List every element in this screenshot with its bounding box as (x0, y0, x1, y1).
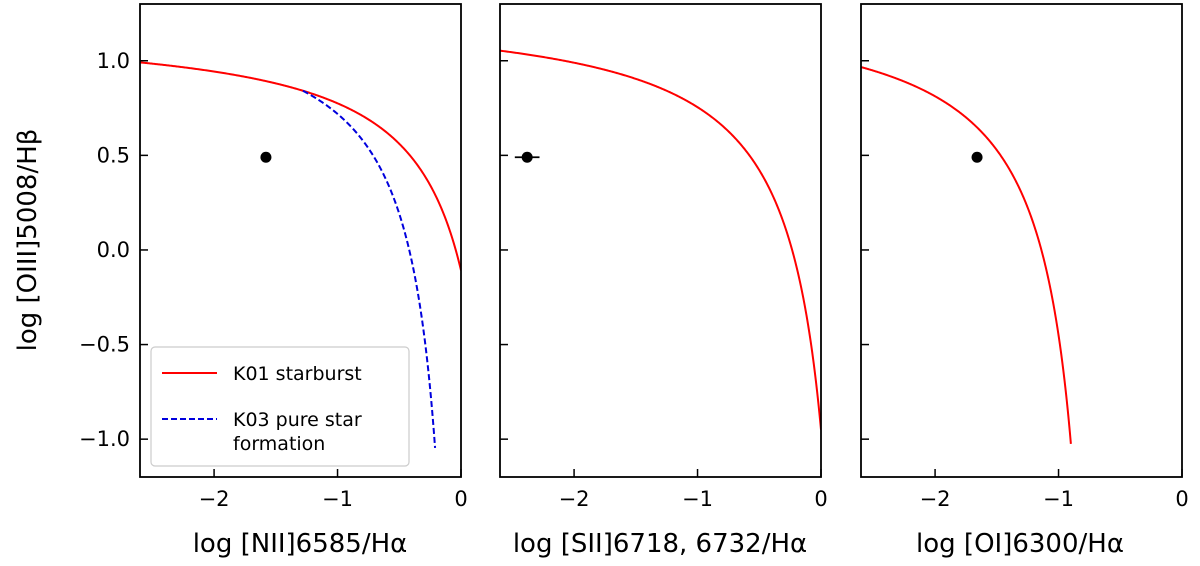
x-axis-title-oi: log [OI]6300/Hα (916, 529, 1124, 559)
x-tick-label: 0 (814, 487, 827, 511)
x-tick-label: −1 (322, 487, 353, 511)
y-tick-label: −0.5 (79, 333, 130, 357)
y-tick-label: 0.5 (97, 143, 130, 167)
data-point (521, 151, 533, 163)
x-tick-label: −2 (199, 487, 230, 511)
y-tick-label: 1.0 (97, 49, 130, 73)
legend-label: K01 starburst (233, 363, 362, 385)
y-tick-label: −1.0 (79, 427, 130, 451)
panel-nii: −2 −1 0 1.0 0.5 0.0 −0.5 −1.0 K01 starburst K03 … (79, 3, 468, 559)
axes-frame (139, 3, 462, 478)
series-line-k01-starburst (500, 49, 821, 430)
x-tick-label: 0 (1175, 487, 1188, 511)
x-tick-label: 0 (454, 487, 467, 511)
x-axis-title-nii: log [NII]6585/Hα (193, 529, 408, 559)
x-tick-label: −1 (1043, 487, 1074, 511)
legend-box (150, 346, 410, 467)
y-tick-label: 0.0 (97, 238, 130, 262)
y-axis-title: log [OIII]5008/Hβ (13, 129, 43, 352)
x-tick-label: −2 (920, 487, 951, 511)
axes-frame (860, 3, 1183, 478)
data-point (971, 151, 983, 163)
legend-label: K03 pure star (233, 409, 362, 431)
data-point (260, 151, 272, 163)
x-axis-title-sii: log [SII]6718, 6732/Hα (513, 529, 807, 559)
series-line-k01-starburst (140, 61, 461, 271)
panel-oi: −2 −1 0 log [OI]6300/Hα (860, 3, 1189, 559)
panel-sii: −2 −1 0 log [SII]6718, 6732/Hα (499, 3, 828, 559)
series-line-k01-starburst (861, 66, 1072, 444)
x-tick-label: −1 (682, 487, 713, 511)
x-tick-label: −2 (559, 487, 590, 511)
axes-frame (499, 3, 822, 478)
legend-label: formation (233, 433, 325, 455)
